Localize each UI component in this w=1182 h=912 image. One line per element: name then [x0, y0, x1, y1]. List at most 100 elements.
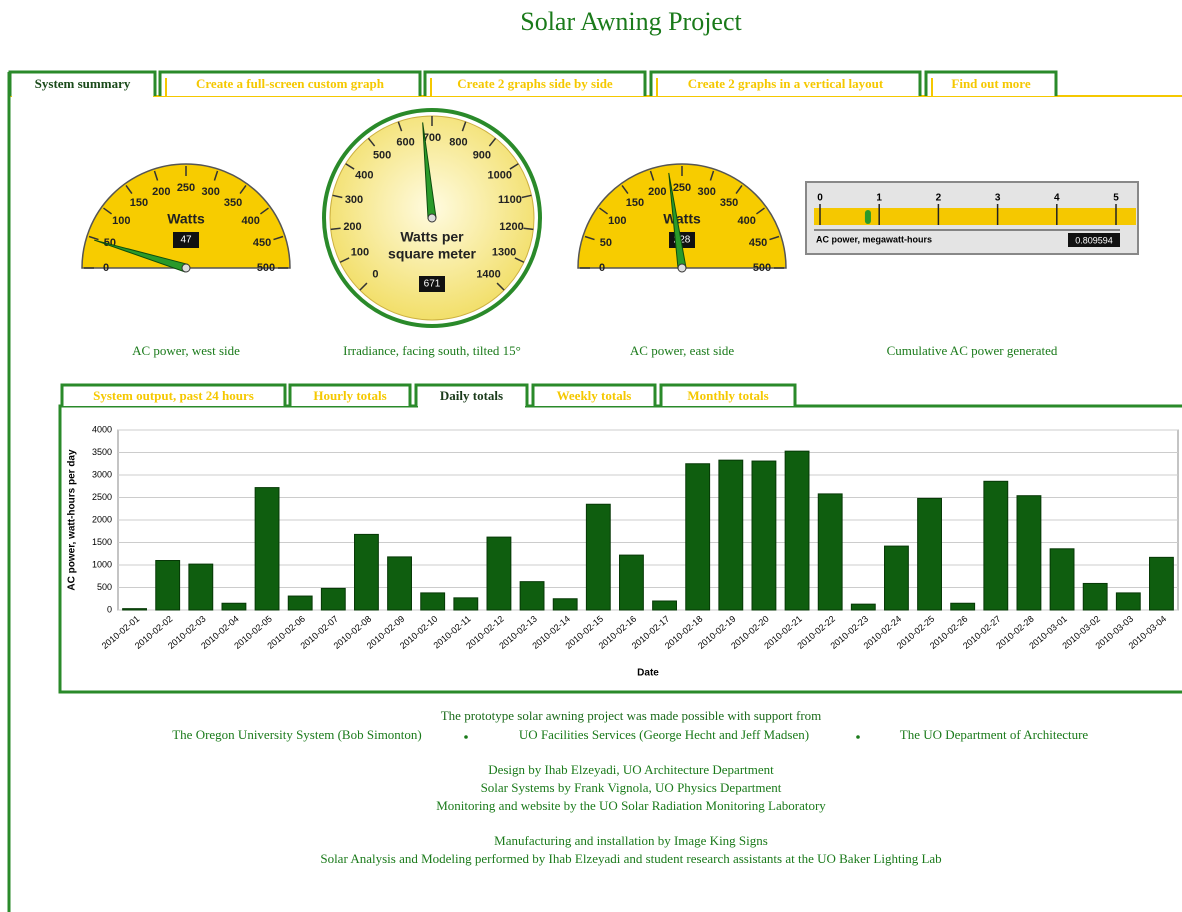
bar — [751, 460, 777, 611]
y-tick-label: 2500 — [92, 492, 112, 502]
tab[interactable] — [8, 70, 157, 96]
gauge-tick-label: 700 — [423, 132, 441, 144]
gauge-tick-label: 450 — [253, 237, 271, 249]
gauge-tick — [88, 235, 99, 241]
gauge-tick-label: 200 — [152, 186, 170, 198]
gauge-tick-label: 300 — [202, 186, 220, 198]
bar — [552, 598, 578, 611]
gauge-tick-label: 400 — [355, 169, 373, 181]
meter-readout-box — [1068, 233, 1120, 247]
gauge-tick-label: 900 — [473, 149, 491, 161]
tab[interactable] — [158, 70, 422, 96]
gauge-unit: Watts per — [400, 229, 464, 245]
chart-tab[interactable] — [288, 383, 412, 406]
sponsor: The UO Department of Architecture — [900, 727, 1089, 742]
chart-tab[interactable] — [60, 383, 287, 406]
gauge-tick — [125, 185, 133, 195]
gauge-tick-label: 500 — [257, 262, 275, 274]
bar — [784, 450, 810, 611]
meter-tick-label: 5 — [1113, 193, 1119, 204]
meter-label: AC power, megawatt-hours — [816, 234, 932, 244]
tab[interactable] — [924, 70, 1058, 96]
gauge-tick-label: 450 — [749, 237, 767, 249]
gauge-tick — [259, 207, 269, 215]
bar — [387, 556, 412, 611]
gauge-hub — [677, 263, 687, 273]
bar — [188, 563, 214, 611]
gauge-tick — [514, 257, 525, 263]
page-title: Solar Awning Project — [520, 7, 742, 36]
chart-tab[interactable] — [531, 383, 657, 406]
meter-marker — [864, 210, 871, 224]
gauge-tick-label: 0 — [599, 262, 605, 274]
tab[interactable] — [423, 70, 647, 96]
gauge-tick-label: 0 — [103, 262, 109, 274]
gauge-readout-box — [419, 276, 445, 292]
tab-label[interactable]: Find out more — [951, 76, 1030, 91]
gauge-tick — [509, 163, 519, 170]
gauge-tick — [621, 185, 629, 195]
bar — [718, 459, 744, 611]
gauge-tick-label: 1000 — [487, 169, 511, 181]
gauge-tick-label: 800 — [449, 136, 467, 148]
bar — [155, 560, 181, 611]
bar — [354, 533, 379, 611]
gauge-tick — [397, 121, 403, 132]
bar — [585, 503, 611, 611]
gauge-caption: AC power, east side — [630, 343, 734, 358]
y-tick-label: 1000 — [92, 559, 112, 569]
gauge-tick-label: 150 — [626, 197, 644, 209]
meter-caption: Cumulative AC power generated — [887, 343, 1058, 358]
gauge-tick — [239, 185, 247, 195]
gauge-tick-label: 200 — [343, 221, 361, 233]
gauge-tick — [523, 227, 534, 231]
y-tick-label: 3000 — [92, 469, 112, 479]
gauge-readout: 228 — [674, 235, 691, 246]
meter-readout: 0.809594 — [1075, 235, 1113, 245]
tab-label[interactable]: System summary — [35, 76, 131, 91]
chart-tab-label[interactable]: Monthly totals — [687, 388, 768, 403]
gauge-tick — [649, 170, 655, 181]
tab-label[interactable]: Create 2 graphs in a vertical layout — [688, 76, 884, 91]
footer-intro: The prototype solar awning project was m… — [441, 708, 822, 723]
credit: Manufacturing and installation by Image … — [494, 833, 768, 848]
meter-tick-label: 4 — [1054, 193, 1060, 204]
gauge-unit: Watts — [663, 211, 701, 227]
chart-tab-label[interactable]: Daily totals — [440, 388, 503, 403]
bullet — [856, 735, 860, 739]
gauge-tick-label: 150 — [130, 197, 148, 209]
tab-label[interactable]: Create 2 graphs side by side — [457, 76, 613, 91]
bar — [320, 587, 346, 611]
bar — [122, 608, 147, 611]
bar — [519, 581, 545, 611]
chart-tab[interactable] — [414, 383, 529, 406]
gauge-hub — [181, 263, 191, 273]
gauge-tick — [599, 207, 609, 215]
sponsor: The Oregon University System (Bob Simont… — [172, 727, 422, 742]
gauge-tick — [367, 137, 376, 147]
bar — [850, 603, 876, 611]
gauge-tick-label: 300 — [698, 186, 716, 198]
chart-tab-label[interactable]: Hourly totals — [313, 388, 386, 403]
gauge-tick-label: 50 — [600, 237, 612, 249]
chart-tab-label[interactable]: Weekly totals — [557, 388, 632, 403]
tab-label[interactable]: Create a full-screen custom graph — [196, 76, 385, 91]
gauge-tick-label: 1400 — [476, 268, 500, 280]
tab[interactable] — [649, 70, 922, 96]
gauge-tick — [213, 170, 219, 181]
bar — [917, 497, 942, 611]
gauge-readout: 47 — [180, 235, 192, 246]
bar — [1049, 548, 1075, 611]
meter-band — [814, 208, 1136, 225]
chart-tab-label[interactable]: System output, past 24 hours — [93, 388, 254, 403]
gauge-tick-label: 100 — [608, 215, 626, 227]
meter-tick-label: 3 — [995, 193, 1001, 204]
gauge-tick-label: 500 — [373, 149, 391, 161]
gauge-caption: Irradiance, facing south, tilted 15° — [343, 343, 521, 358]
bar — [619, 554, 644, 611]
gauge-tick-label: 250 — [177, 182, 195, 194]
y-tick-label: 2000 — [92, 514, 112, 524]
bar — [817, 493, 843, 611]
chart-tab[interactable] — [659, 383, 797, 406]
gauge-tick — [103, 207, 113, 215]
